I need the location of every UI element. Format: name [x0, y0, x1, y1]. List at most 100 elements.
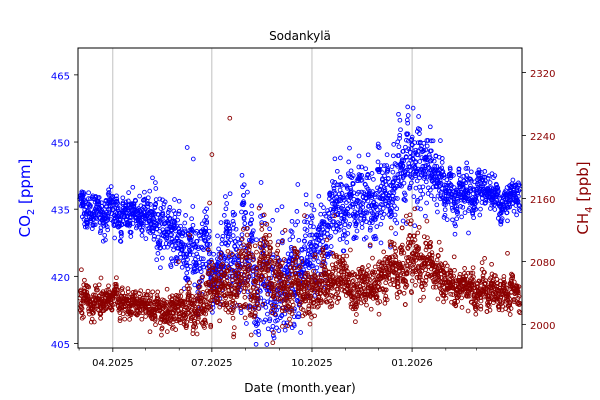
co2-point: [411, 194, 417, 199]
co2-point: [302, 244, 307, 250]
co2-point: [211, 251, 216, 257]
co2-point: [375, 159, 381, 165]
co2-point: [267, 226, 272, 232]
co2-point: [354, 228, 360, 234]
ch4-point: [267, 232, 272, 238]
co2-point: [167, 205, 173, 210]
co2-point: [270, 323, 276, 329]
ch4-point: [475, 295, 481, 301]
co2-point: [420, 148, 426, 154]
co2-point: [405, 113, 411, 118]
ch4-point: [442, 276, 447, 282]
co2-point: [498, 217, 504, 223]
ch4-point: [270, 264, 275, 269]
co2-point: [361, 198, 367, 204]
ch4-point: [256, 205, 262, 211]
co2-point: [267, 318, 272, 324]
co2-point: [394, 220, 400, 226]
co2-point: [450, 217, 455, 223]
ch4-point: [270, 306, 276, 311]
co2-point: [321, 205, 326, 210]
right-y-axis-label: CH4 [ppb]: [574, 161, 595, 234]
co2-point: [384, 163, 390, 168]
co2-point: [221, 213, 227, 218]
x-tick-label: 04.2025: [92, 358, 133, 369]
co2-point: [466, 230, 471, 236]
ch4-point: [120, 290, 126, 295]
ch4-point: [231, 334, 236, 340]
ch4-point: [364, 302, 369, 308]
co2-point: [169, 232, 174, 238]
co2-point: [230, 233, 236, 238]
co2-point: [198, 256, 204, 261]
ch4-point: [170, 324, 176, 330]
ch4-point: [241, 242, 246, 248]
co2-point: [425, 191, 431, 196]
ch4-point: [342, 260, 347, 266]
co2-point: [507, 204, 513, 210]
ch4-point: [416, 246, 421, 252]
ch4-point: [242, 295, 248, 300]
co2-point: [239, 237, 244, 243]
co2-point: [339, 183, 345, 188]
ch4-point: [281, 273, 287, 279]
co2-point: [111, 202, 116, 208]
ch4-point: [207, 270, 212, 276]
ch4-point: [171, 314, 176, 320]
co2-point: [409, 175, 415, 181]
co2-point: [155, 251, 161, 256]
ch4-point: [148, 300, 154, 306]
co2-point: [477, 212, 483, 218]
co2-point: [404, 132, 410, 138]
co2-point: [413, 160, 418, 165]
co2-point: [225, 242, 230, 248]
ch4-point: [176, 293, 181, 299]
ch4-point: [268, 258, 274, 263]
co2-point: [311, 207, 317, 213]
ch4-point: [147, 329, 153, 335]
ch4-point: [242, 264, 247, 270]
co2-point: [403, 198, 408, 203]
co2-point: [371, 199, 377, 205]
co2-point: [184, 252, 190, 258]
ch4-point: [387, 255, 393, 260]
ch4-point: [435, 275, 440, 281]
ch4-point: [351, 290, 356, 296]
ch4-point: [435, 253, 441, 258]
co2-point: [337, 187, 343, 193]
ch4-point: [296, 271, 302, 277]
ch4-point: [143, 314, 148, 319]
ch4-point: [344, 264, 349, 269]
co2-point: [363, 209, 369, 215]
ch4-point: [376, 311, 382, 317]
ch4-point: [344, 253, 350, 259]
co2-point: [400, 218, 406, 224]
co2-point: [384, 152, 390, 158]
co2-point: [444, 217, 450, 222]
ch4-point: [153, 322, 158, 328]
co2-point: [215, 233, 220, 239]
co2-point: [434, 184, 439, 190]
right-y-label-sub: 4: [584, 206, 595, 212]
right-y-tick-label: 2240: [530, 132, 555, 143]
ch4-point: [428, 240, 433, 245]
ch4-point: [301, 288, 307, 294]
co2-point: [453, 203, 459, 209]
ch4-point: [250, 298, 256, 304]
co2-point: [458, 204, 463, 209]
co2-point: [106, 190, 112, 195]
ch4-point: [271, 289, 277, 295]
co2-point: [510, 201, 515, 207]
ch4-point: [227, 115, 233, 121]
co2-point: [402, 197, 407, 202]
co2-point: [182, 228, 188, 234]
co2-point: [188, 264, 193, 269]
ch4-point: [401, 290, 407, 296]
ch4-point: [503, 285, 509, 291]
co2-point: [328, 234, 334, 239]
ch4-point: [296, 265, 302, 271]
co2-point: [226, 233, 231, 239]
ch4-point: [145, 288, 151, 294]
co2-point: [128, 230, 134, 235]
